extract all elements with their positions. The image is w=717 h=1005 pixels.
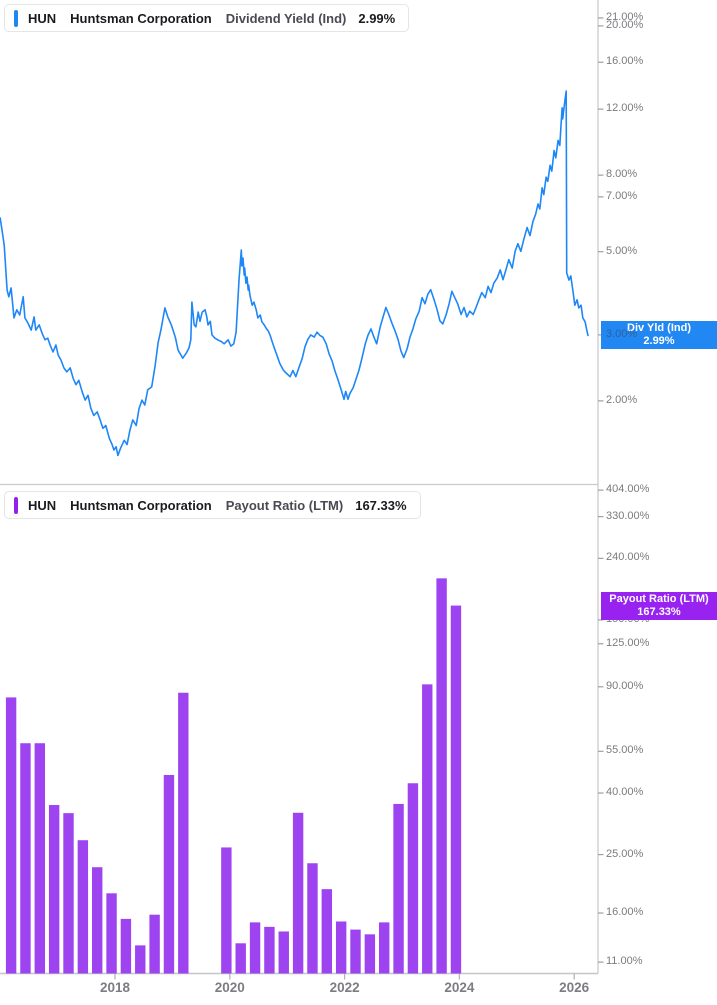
x-tick-label: 2018	[99, 980, 131, 995]
badge-value: 2.99%	[643, 335, 675, 348]
badge-title: Payout Ratio (LTM)	[609, 592, 709, 605]
payout-ratio-bar[interactable]	[92, 867, 103, 974]
y-tick-label: 7.00%	[606, 189, 638, 202]
payout-ratio-bar[interactable]	[221, 847, 232, 974]
y-tick-label: 240.00%	[606, 551, 650, 564]
payout-ratio-bar[interactable]	[178, 692, 189, 974]
payout-ratio-bar[interactable]	[77, 840, 89, 974]
payout-ratio-bar[interactable]	[379, 922, 390, 974]
y-tick-label: 20.00%	[606, 18, 644, 31]
payout-ratio-bar[interactable]	[48, 805, 60, 974]
y-tick-label: 2.00%	[606, 393, 638, 406]
payout-ratio-bar[interactable]	[20, 743, 31, 974]
x-tick-label: 2022	[329, 980, 360, 995]
y-tick-label: 90.00%	[606, 679, 644, 692]
payout-ratio-bar[interactable]	[163, 774, 175, 974]
payout-ratio-plot-area[interactable]	[0, 485, 598, 973]
y-tick-label: 40.00%	[606, 786, 644, 799]
payout-ratio-bar[interactable]	[393, 803, 404, 974]
metric-name: Dividend Yield (Ind)	[225, 10, 347, 26]
payout-ratio-bar[interactable]	[5, 697, 17, 974]
payout-ratio-bar[interactable]	[407, 783, 419, 974]
ticker-label: HUN	[28, 497, 57, 513]
x-tick-label: 2020	[214, 980, 245, 995]
payout-ratio-bar[interactable]	[292, 812, 304, 974]
x-tick-label: 2024	[444, 980, 475, 995]
dividend-yield-plot-area[interactable]	[0, 0, 598, 484]
company-name: Huntsman Corporation	[70, 10, 212, 26]
payout-ratio-bar[interactable]	[350, 929, 361, 974]
payout-ratio-bar[interactable]	[149, 914, 160, 974]
payout-ratio-bar[interactable]	[106, 893, 117, 974]
metric-value: 167.33%	[355, 497, 407, 513]
payout-ratio-bar[interactable]	[34, 743, 46, 974]
payout-ratio-bar[interactable]	[135, 945, 146, 974]
y-tick-label: 8.00%	[606, 168, 638, 181]
y-tick-label: 404.00%	[606, 483, 650, 496]
dividend-yield-value-badge: Div Yld (Ind) 2.99%	[601, 321, 717, 350]
payout-ratio-bar[interactable]	[235, 943, 246, 974]
payout-ratio-accent-bar	[14, 496, 18, 514]
y-tick-label: 11.00%	[606, 955, 643, 968]
payout-ratio-bar[interactable]	[364, 934, 376, 974]
payout-ratio-bar[interactable]	[335, 921, 347, 974]
payout-ratio-header-card: HUN Huntsman Corporation Payout Ratio (L…	[4, 491, 421, 519]
dividend-yield-header-card: HUN Huntsman Corporation Dividend Yield …	[4, 4, 410, 32]
payout-ratio-bar[interactable]	[264, 926, 275, 974]
payout-ratio-bar[interactable]	[278, 931, 289, 974]
badge-value: 167.33%	[637, 605, 681, 618]
payout-ratio-bar[interactable]	[63, 813, 74, 974]
payout-ratio-bar[interactable]	[249, 922, 261, 974]
dividend-yield-line[interactable]	[0, 90, 589, 457]
payout-ratio-bar[interactable]	[120, 918, 132, 974]
y-tick-label: 21.00%	[606, 10, 644, 23]
y-tick-label: 16.00%	[606, 906, 644, 919]
y-tick-label: 3.00%	[606, 327, 638, 340]
payout-ratio-bar[interactable]	[321, 889, 333, 974]
y-tick-label: 125.00%	[606, 636, 650, 649]
metric-name: Payout Ratio (LTM)	[225, 497, 344, 513]
y-tick-label: 16.00%	[606, 55, 644, 68]
payout-ratio-value-badge: Payout Ratio (LTM) 167.33%	[601, 591, 717, 620]
payout-ratio-bar[interactable]	[307, 863, 318, 974]
payout-ratio-bar[interactable]	[436, 578, 447, 974]
y-tick-label: 55.00%	[606, 744, 644, 757]
badge-title: Div Yld (Ind)	[627, 322, 691, 335]
metric-value: 2.99%	[358, 10, 396, 26]
payout-ratio-bar[interactable]	[450, 605, 462, 974]
dividend-yield-accent-bar	[14, 9, 18, 27]
company-name: Huntsman Corporation	[70, 497, 212, 513]
y-tick-label: 330.00%	[606, 509, 650, 522]
ticker-label: HUN	[28, 10, 57, 26]
y-tick-label: 5.00%	[606, 244, 638, 257]
y-tick-label: 12.00%	[606, 102, 644, 115]
x-tick-label: 2026	[559, 980, 590, 995]
y-tick-label: 25.00%	[606, 847, 644, 860]
payout-ratio-bar[interactable]	[422, 684, 433, 974]
